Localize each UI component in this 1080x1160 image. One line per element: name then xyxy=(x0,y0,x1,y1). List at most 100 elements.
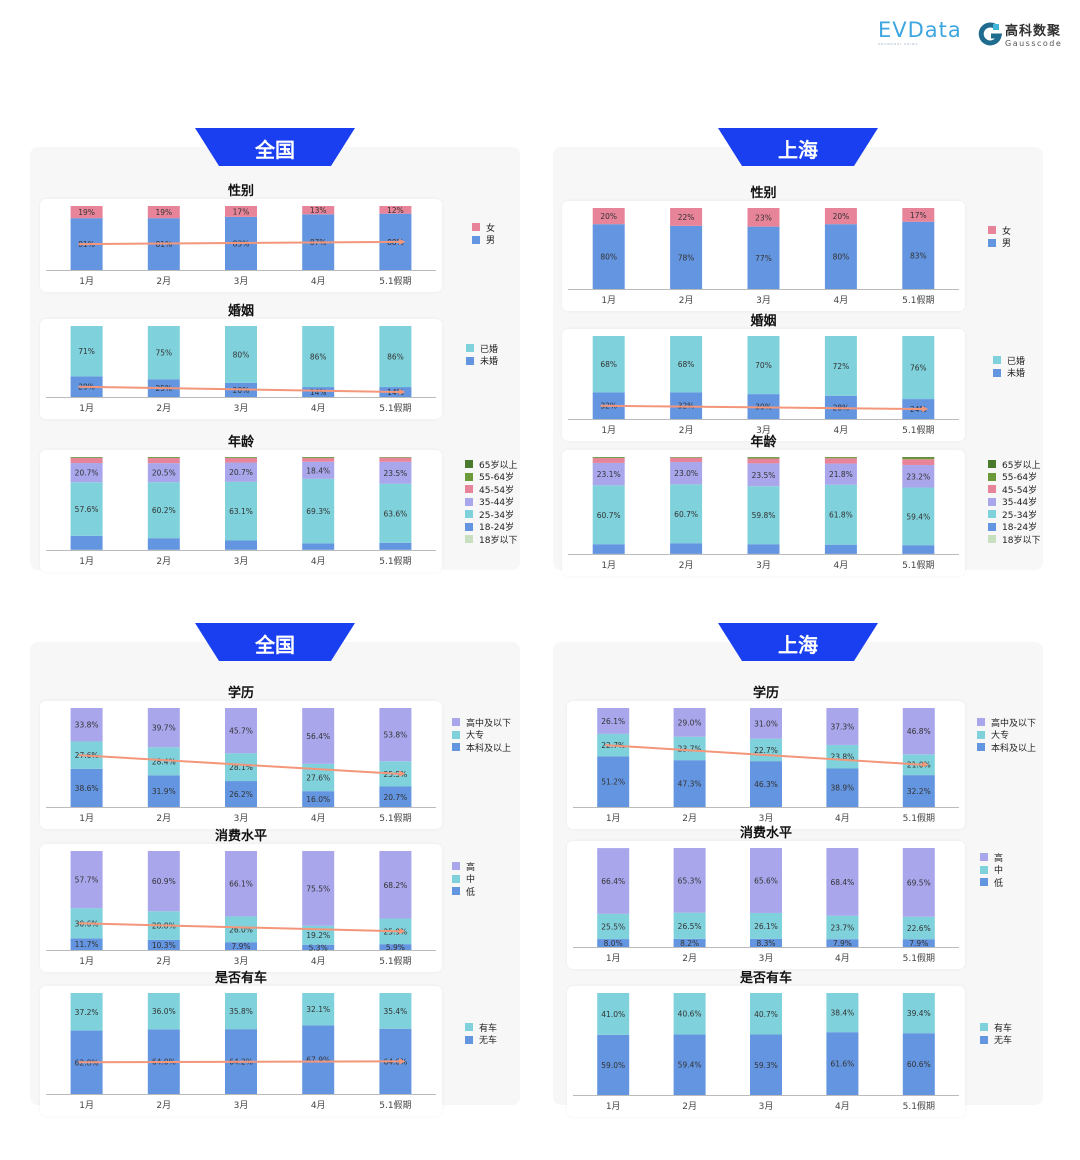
bar-segment-本科及以上 xyxy=(597,756,630,807)
data-label: 28.4% xyxy=(152,757,176,766)
bar-segment-大专 xyxy=(673,736,706,761)
chart-svg: 51.2% 22.7% 26.1% 1月 47.3% 23.7% 29.0% 2月 46.3% 2… xyxy=(573,708,959,824)
data-label: 63.1% xyxy=(229,507,253,516)
bar-segment-55-64岁 xyxy=(592,457,625,459)
data-label: 19.2% xyxy=(306,931,330,940)
data-label: 75.5% xyxy=(306,884,330,893)
data-label: 37.2% xyxy=(75,1008,99,1017)
bar-segment-55-64岁 xyxy=(747,457,780,459)
data-label: 17% xyxy=(910,211,927,220)
bar-segment-25-34岁 xyxy=(670,484,703,544)
bar-segment-35-44岁 xyxy=(902,465,935,488)
x-tick-label: 3月 xyxy=(756,425,771,436)
chart-svg: 62.8%37.2%1月64.0%36.0%2月64.2%35.8%3月67.9… xyxy=(46,993,436,1111)
bar-segment-高 xyxy=(70,851,103,909)
data-label: 17% xyxy=(233,207,250,216)
bar-segment-本科及以上 xyxy=(70,768,103,807)
bar-segment-无车 xyxy=(750,1034,782,1095)
data-label: 26.0% xyxy=(229,925,253,934)
x-tick-label: 3月 xyxy=(234,956,249,967)
legend-label: 有车 xyxy=(479,1023,498,1034)
data-label: 60.2% xyxy=(152,506,176,515)
bar-segment-女 xyxy=(747,208,780,227)
bar-segment-45-54岁 xyxy=(824,458,857,464)
bar-segment-低 xyxy=(673,938,706,947)
bar-segment-25-34岁 xyxy=(70,482,103,536)
legend-item: 18-24岁 xyxy=(465,521,517,534)
bar-segment-45-54岁 xyxy=(302,458,335,462)
legend-item: 中 xyxy=(980,864,1003,876)
legend-label: 55-64岁 xyxy=(1002,473,1038,484)
data-label: 78% xyxy=(678,253,695,262)
data-label: 39.4% xyxy=(907,1009,931,1018)
legend-swatch xyxy=(980,1035,988,1044)
data-label: 28.1% xyxy=(229,763,253,772)
data-label: 46.3% xyxy=(754,780,778,789)
x-tick-label: 5.1假期 xyxy=(379,1100,411,1111)
bar-segment-无车 xyxy=(302,1025,335,1094)
data-label: 13% xyxy=(310,206,327,215)
legend: 女男 xyxy=(472,221,495,246)
legend-swatch xyxy=(988,510,996,519)
legend: 高中低 xyxy=(452,860,475,898)
legend-swatch xyxy=(472,235,480,244)
bar-segment-有车 xyxy=(673,993,706,1035)
legend-label: 男 xyxy=(1002,239,1012,250)
legend-item: 18岁以下 xyxy=(988,533,1040,546)
chart-title: 是否有车 xyxy=(739,971,792,986)
legend-swatch xyxy=(465,485,473,494)
bar-segment-已婚 xyxy=(747,336,780,395)
data-label: 8.2% xyxy=(680,939,699,948)
legend-swatch xyxy=(993,368,1001,377)
data-label: 69.5% xyxy=(907,878,931,887)
chart-title: 学历 xyxy=(752,686,779,701)
legend-swatch xyxy=(988,535,996,544)
bar-segment-中 xyxy=(673,912,706,939)
data-label: 22% xyxy=(678,213,695,222)
data-label: 19% xyxy=(78,208,95,217)
legend-item: 65岁以上 xyxy=(465,458,517,471)
trend-arrow xyxy=(78,238,406,246)
x-tick-label: 4月 xyxy=(311,556,326,567)
bar-segment-本科及以上 xyxy=(225,781,257,807)
x-tick-label: 3月 xyxy=(234,1100,249,1111)
legend: 高中低 xyxy=(980,851,1003,889)
x-tick-label: 5.1假期 xyxy=(379,956,411,967)
legend-label: 65岁以上 xyxy=(1002,460,1041,471)
legend: 已婚 未婚 xyxy=(993,354,1025,379)
bar-segment-高中及以下 xyxy=(302,708,335,764)
chart-svg: 80% 20% 1月 78% 22% 2月 77% 23% 3月 80% 20% 4月 83% 17% 5.… xyxy=(568,208,959,306)
chart-card: 11.7%30.6%57.7%1月10.3%28.8%60.9%2月7.9%26… xyxy=(40,844,442,972)
legend-item: 低 xyxy=(980,876,1003,889)
legend-label: 低 xyxy=(466,887,476,898)
legend-label: 本科及以上 xyxy=(991,743,1037,754)
legend-item: 大专 xyxy=(452,729,511,741)
data-label: 45.7% xyxy=(229,727,253,736)
legend-item: 35-44岁 xyxy=(988,496,1040,508)
bar-segment-高中及以下 xyxy=(826,708,859,745)
legend-swatch xyxy=(988,226,996,235)
bar-segment-35-44岁 xyxy=(70,463,103,483)
data-label: 59.0% xyxy=(601,1061,625,1070)
data-label: 29.0% xyxy=(678,718,702,727)
legend: 有车 无车 xyxy=(980,1021,1012,1046)
bar-segment-无车 xyxy=(673,1034,706,1095)
data-label: 47.3% xyxy=(678,780,702,789)
bar-segment-55-64岁 xyxy=(147,457,180,459)
legend-swatch xyxy=(988,460,996,469)
bar-segment-55-64岁 xyxy=(379,457,412,458)
chart-card: 8.0% 25.5% 66.4% 1月 8.2% 26.5% 65.3% 2月 8.3% 26.1… xyxy=(567,841,965,969)
data-label: 33.8% xyxy=(75,721,99,730)
bar-segment-25-34岁 xyxy=(824,484,857,545)
bar-segment-55-64岁 xyxy=(902,457,935,460)
chart-title: 学历 xyxy=(227,686,254,701)
bar-segment-18-24岁 xyxy=(902,545,935,554)
bar-segment-本科及以上 xyxy=(379,786,412,807)
data-label: 22.6% xyxy=(907,924,931,933)
data-label: 32.2% xyxy=(907,787,931,796)
legend-label: 18-24岁 xyxy=(479,523,515,534)
x-tick-label: 4月 xyxy=(311,1100,326,1111)
bar-segment-大专 xyxy=(826,744,859,769)
data-label: 77% xyxy=(755,254,772,263)
